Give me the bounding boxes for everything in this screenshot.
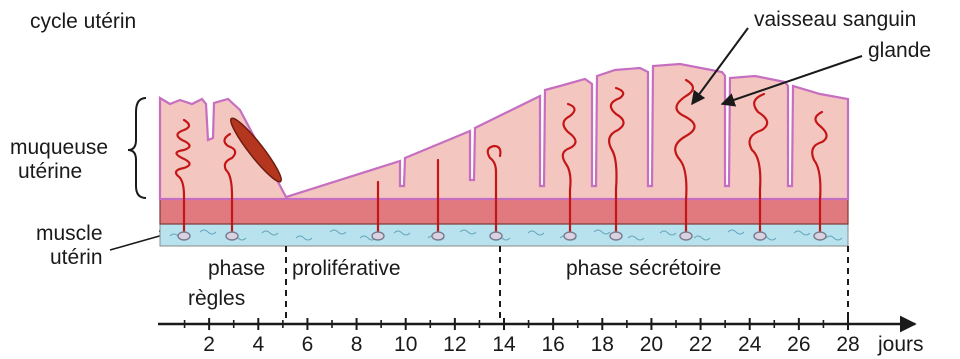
mucosa-layer bbox=[158, 62, 850, 201]
muscle-label-line1: muscle bbox=[36, 222, 103, 245]
axis-tick-label-2: 2 bbox=[203, 333, 215, 356]
gland-label: glande bbox=[868, 39, 931, 62]
mucosa-label-line2: utérine bbox=[18, 160, 82, 183]
axis-tick-label-6: 6 bbox=[302, 333, 314, 356]
vessel-2 bbox=[223, 132, 237, 238]
diagram-title: cycle utérin bbox=[30, 10, 136, 33]
phase-label-a: phase bbox=[208, 257, 265, 280]
mucosa-label-line1: muqueuse bbox=[10, 136, 108, 159]
vessel-6 bbox=[561, 102, 577, 238]
phase-label-menses: règles bbox=[188, 287, 245, 310]
axis-tick-label-18: 18 bbox=[591, 333, 614, 356]
axis-tick-label-26: 26 bbox=[787, 333, 810, 356]
mucosa-brace bbox=[127, 97, 147, 199]
axis-tick-label-4: 4 bbox=[252, 333, 264, 356]
axis-tick-label-28: 28 bbox=[836, 333, 859, 356]
shed-tissue bbox=[230, 117, 282, 183]
axis-tick-label-8: 8 bbox=[351, 333, 363, 356]
vessel-roots bbox=[177, 231, 827, 241]
axis-unit-label: jours bbox=[877, 333, 924, 356]
vessel-8 bbox=[674, 78, 696, 238]
axis-tick-label-12: 12 bbox=[443, 333, 466, 356]
vessel-9 bbox=[748, 92, 769, 238]
basal-layer bbox=[159, 223, 849, 247]
blood-vessel-arrow bbox=[691, 27, 749, 106]
blood-vessel-label: vaisseau sanguin bbox=[754, 8, 916, 31]
vessel-5 bbox=[486, 144, 502, 238]
vessel-7 bbox=[607, 86, 625, 238]
vessel-10 bbox=[811, 110, 828, 238]
muscle-band bbox=[159, 198, 849, 225]
axis-tick-label-24: 24 bbox=[738, 333, 762, 356]
muscle-label-line2: utérin bbox=[50, 246, 103, 269]
phase-label-secretory: phase sécrétoire bbox=[566, 257, 721, 280]
axis-ticks: 2 4 6 8 10 12 14 16 18 20 22 24 26 28 bbox=[183, 318, 860, 356]
gland-arrow bbox=[720, 55, 863, 107]
axis-tick-label-20: 20 bbox=[640, 333, 663, 356]
phase-label-proliferative: proliférative bbox=[292, 257, 401, 280]
axis-tick-label-16: 16 bbox=[541, 333, 564, 356]
axis-tick-label-22: 22 bbox=[689, 333, 712, 356]
blood-vessels bbox=[174, 78, 828, 238]
axis-tick-label-10: 10 bbox=[394, 333, 417, 356]
axis-tick-label-14: 14 bbox=[492, 333, 516, 356]
vessel-1 bbox=[174, 118, 191, 238]
